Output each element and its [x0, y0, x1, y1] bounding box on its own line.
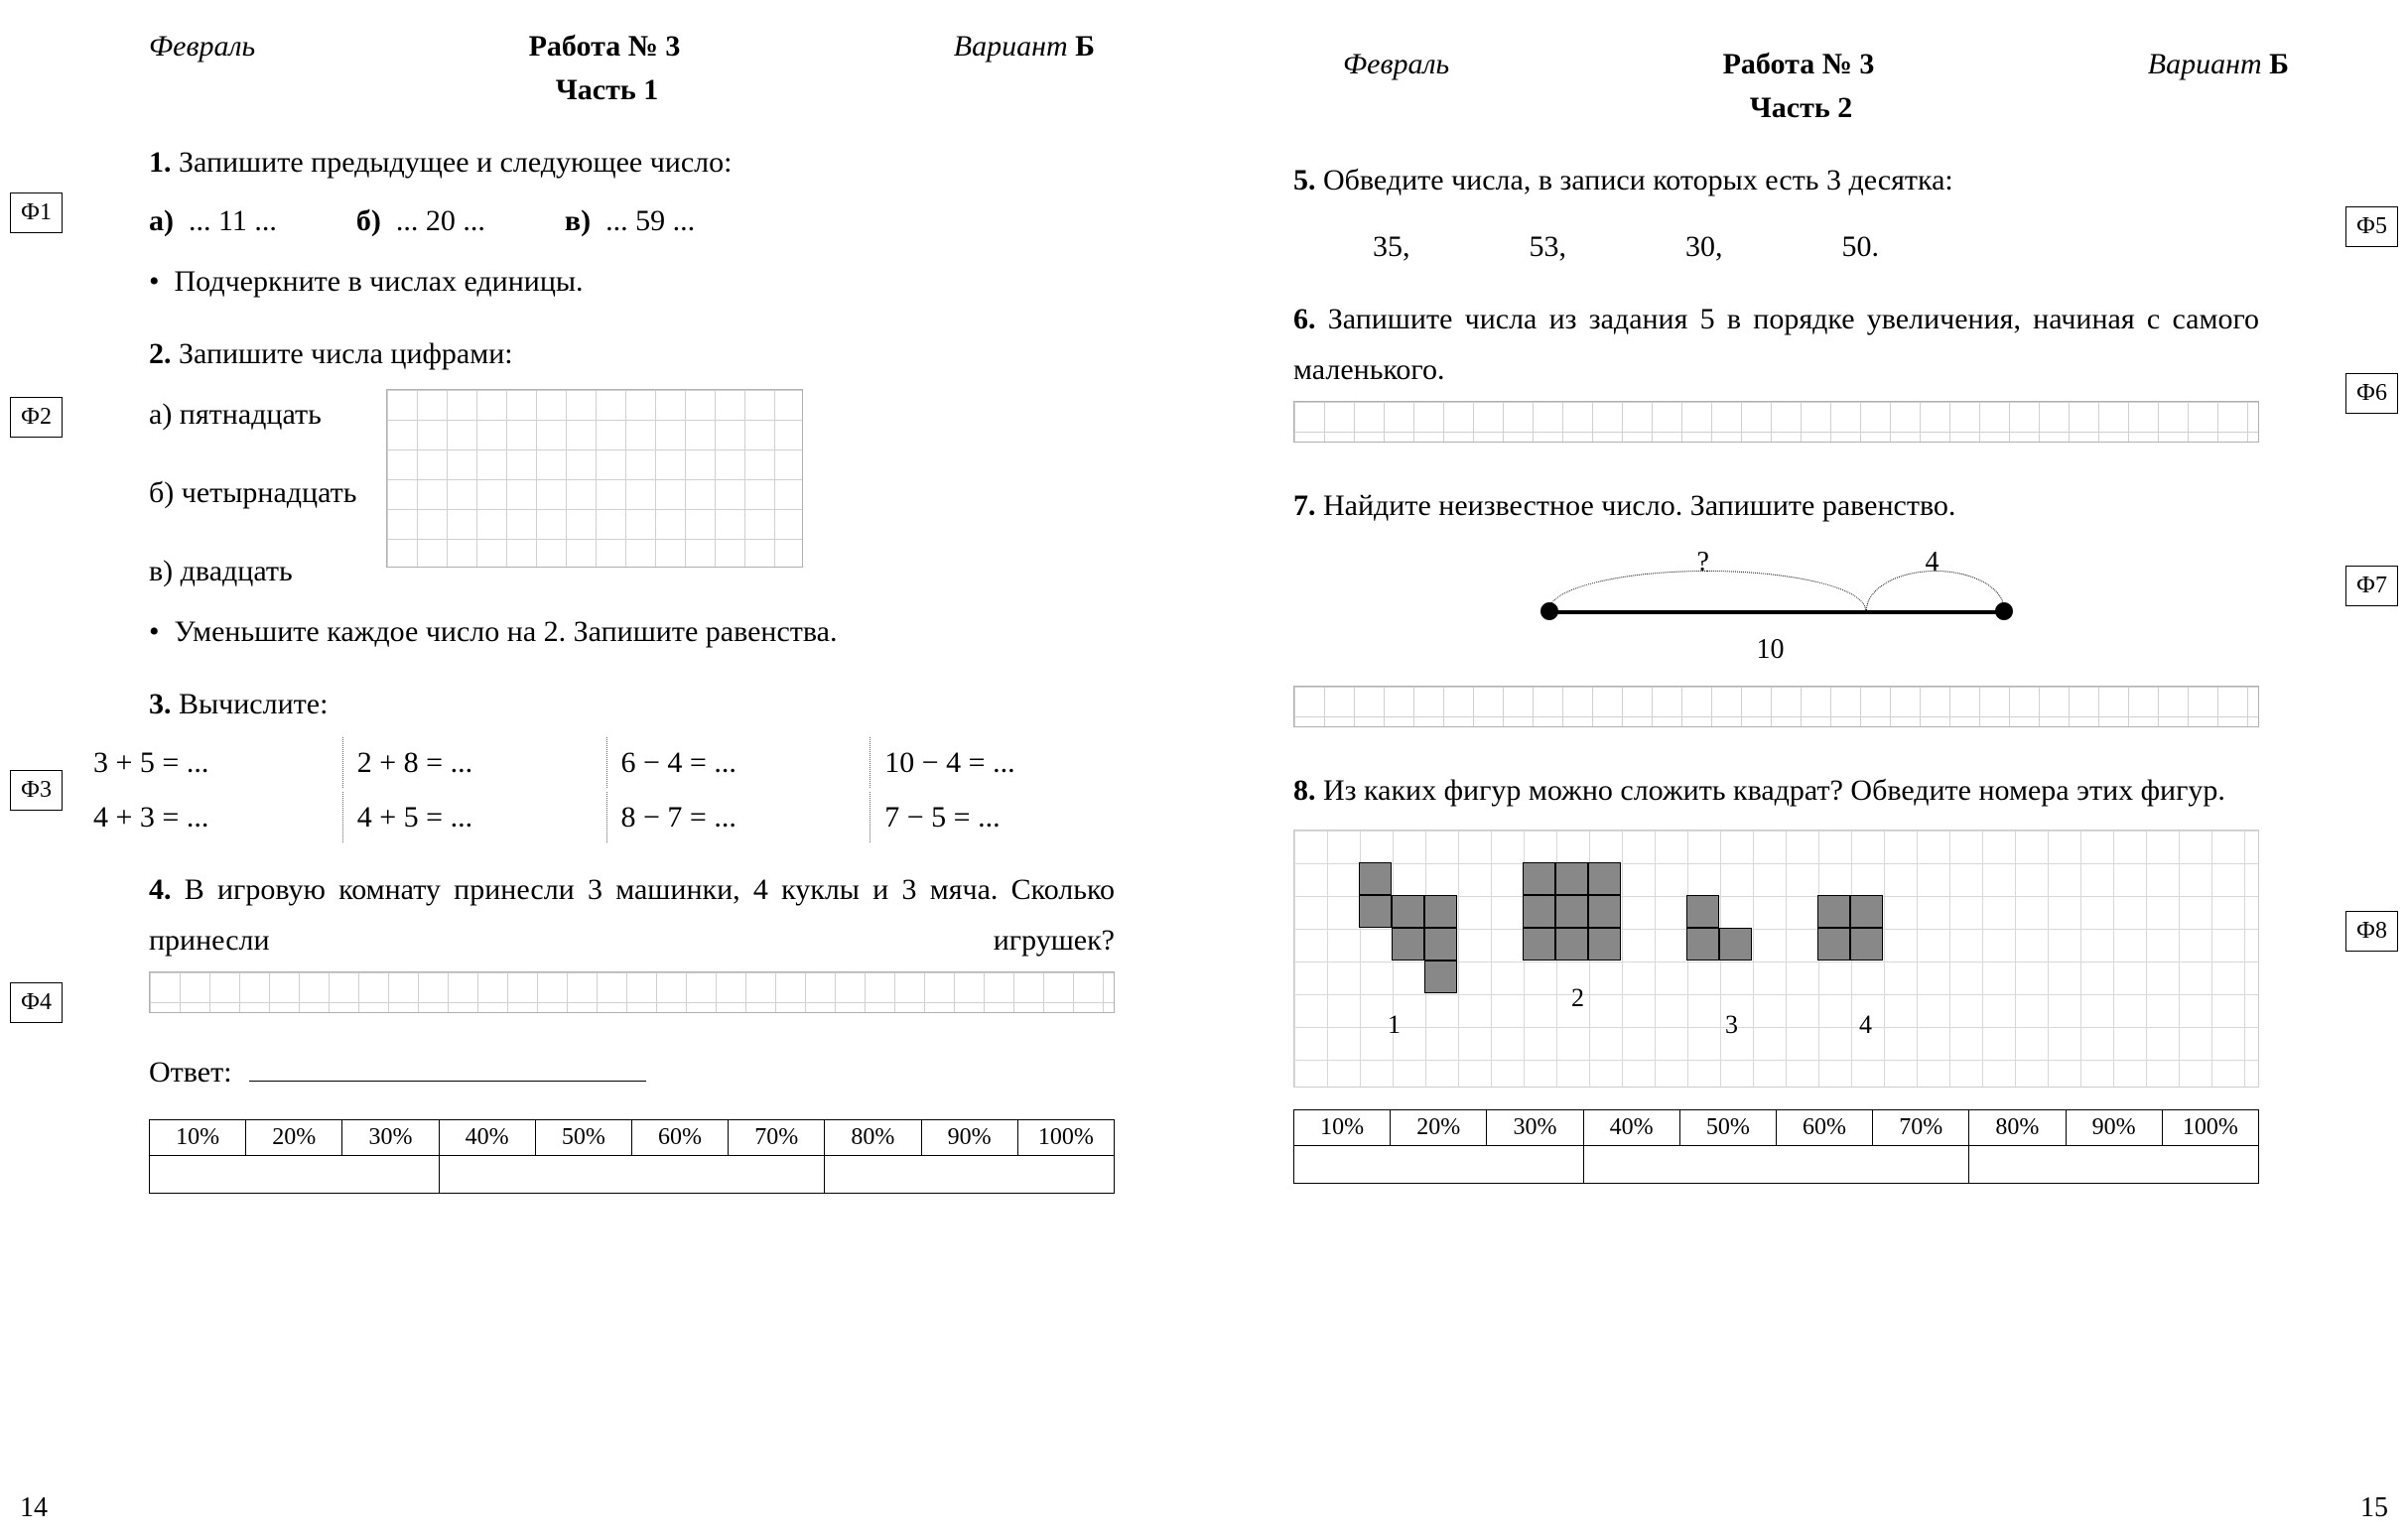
task-4: 4. В игровую комнату принесли 3 машинки,… — [60, 864, 1154, 1097]
percent-table-right: 10% 20% 30% 40% 50% 60% 70% 80% 90% 100% — [1293, 1109, 2259, 1184]
task-1: 1. Запишите предыдущее и следующее число… — [60, 137, 1154, 307]
task-3: 3. Вычислите: 3 + 5 = ... 2 + 8 = ... 6 … — [60, 679, 1154, 842]
number-line: ? 4 10 — [1519, 541, 2035, 680]
task-8: 8. Из каких фигур можно сложить квадрат?… — [1254, 765, 2348, 1088]
month: Февраль — [1343, 48, 1449, 81]
header-left: Февраль Работа № 3 Вариант Б — [60, 30, 1154, 64]
margin-f4: Ф4 — [10, 982, 63, 1023]
margin-f5: Ф5 — [2345, 206, 2398, 247]
header-right: Февраль Работа № 3 Вариант Б — [1254, 48, 2348, 81]
q7-grid — [1293, 686, 2259, 727]
q2-grid — [386, 389, 803, 568]
margin-f1: Ф1 — [10, 192, 63, 233]
page-number-left: 14 — [20, 1492, 48, 1524]
margin-f7: Ф7 — [2345, 566, 2398, 606]
page-left: Февраль Работа № 3 Вариант Б Часть 1 Ф1 … — [40, 30, 1174, 1520]
percent-table-left: 10% 20% 30% 40% 50% 60% 70% 80% 90% 100% — [149, 1119, 1115, 1194]
q1-options: а) ... 11 ... б) ... 20 ... в) ... 59 ..… — [149, 195, 1115, 246]
margin-f6: Ф6 — [2345, 373, 2398, 414]
calc-grid: 3 + 5 = ... 2 + 8 = ... 6 − 4 = ... 10 −… — [79, 737, 1135, 842]
margin-f3: Ф3 — [10, 770, 63, 811]
q6-grid — [1293, 401, 2259, 443]
variant: Вариант Б — [2148, 48, 2289, 81]
part-label: Часть 1 — [60, 73, 1154, 107]
task-6: 6. Запишите числа из задания 5 в порядке… — [1254, 294, 2348, 458]
work-label: Работа № 3 — [529, 30, 681, 64]
month: Февраль — [149, 30, 255, 64]
page-number-right: 15 — [2360, 1492, 2388, 1524]
task-7: 7. Найдите неизвестное число. Запишите р… — [1254, 480, 2348, 743]
q4-grid — [149, 971, 1115, 1013]
task-2: 2. Запишите числа цифрами: а) пятнадцать… — [60, 328, 1154, 657]
task-5: 5. Обведите числа, в записи которых есть… — [1254, 155, 2348, 272]
page-right: Февраль Работа № 3 Вариант Б Часть 2 Ф5 … — [1234, 30, 2368, 1520]
shapes-diagram: 1 2 3 4 — [1293, 830, 2259, 1088]
margin-f8: Ф8 — [2345, 911, 2398, 952]
margin-f2: Ф2 — [10, 397, 63, 438]
variant: Вариант Б — [954, 30, 1095, 64]
answer-line — [249, 1081, 646, 1082]
part-label: Часть 2 — [1254, 91, 2348, 125]
work-label: Работа № 3 — [1723, 48, 1875, 81]
